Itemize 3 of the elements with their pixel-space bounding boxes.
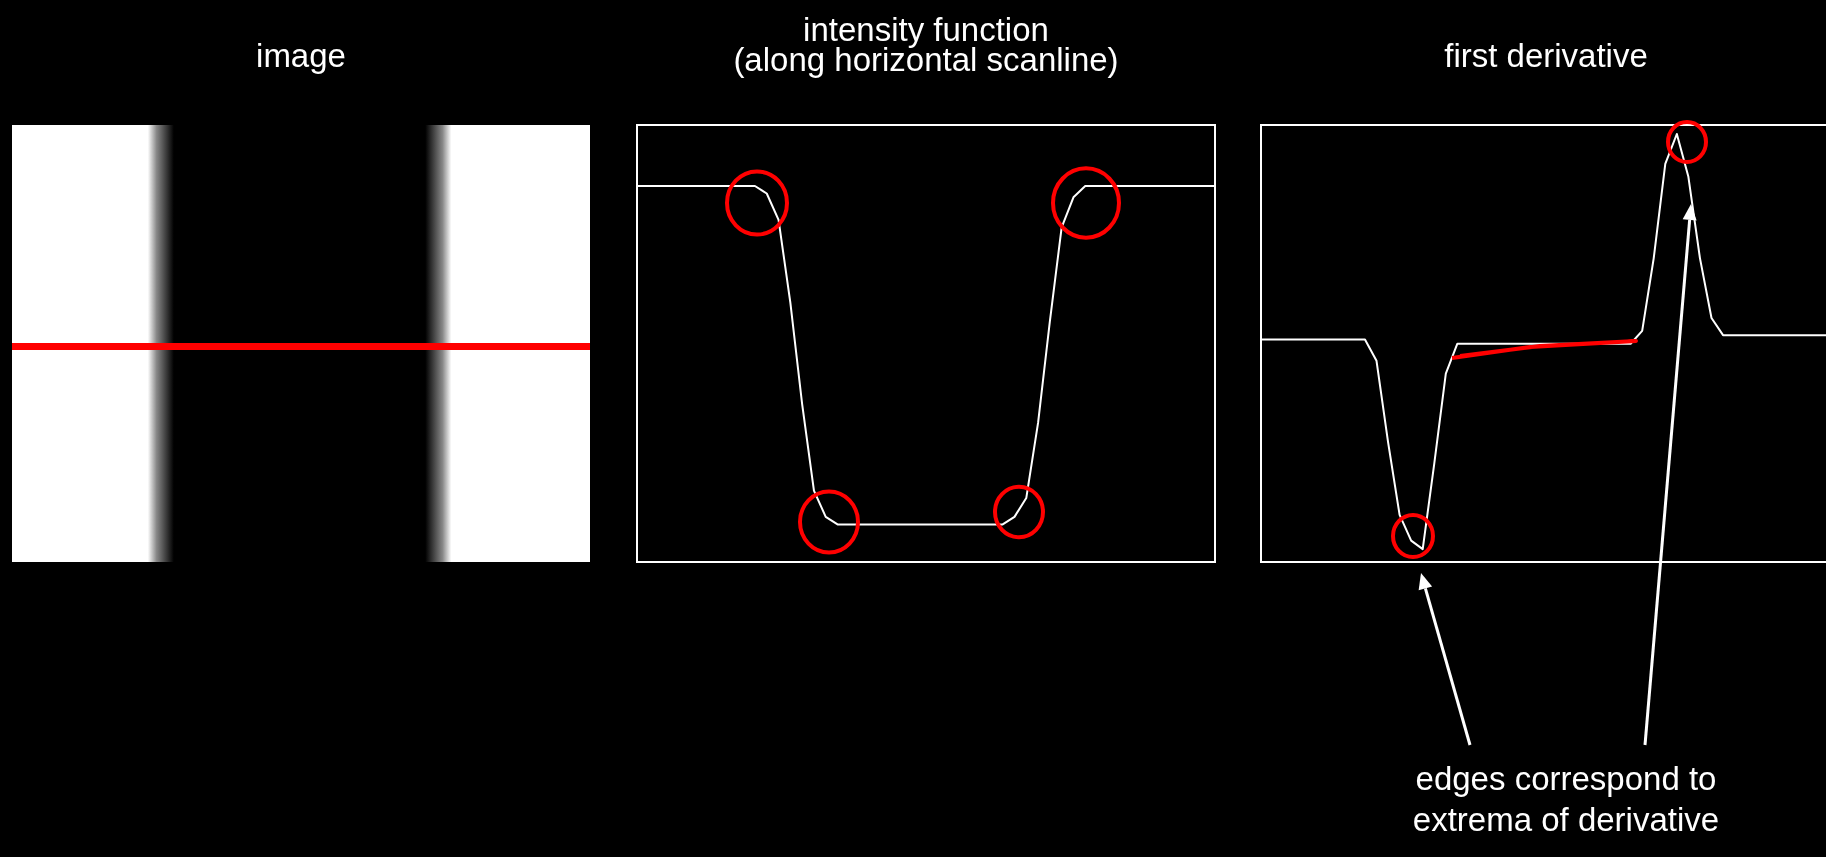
text: image bbox=[256, 36, 346, 74]
text: edges correspond to extrema of derivative bbox=[1412, 760, 1720, 838]
chart-title: first derivative bbox=[1444, 36, 1648, 74]
